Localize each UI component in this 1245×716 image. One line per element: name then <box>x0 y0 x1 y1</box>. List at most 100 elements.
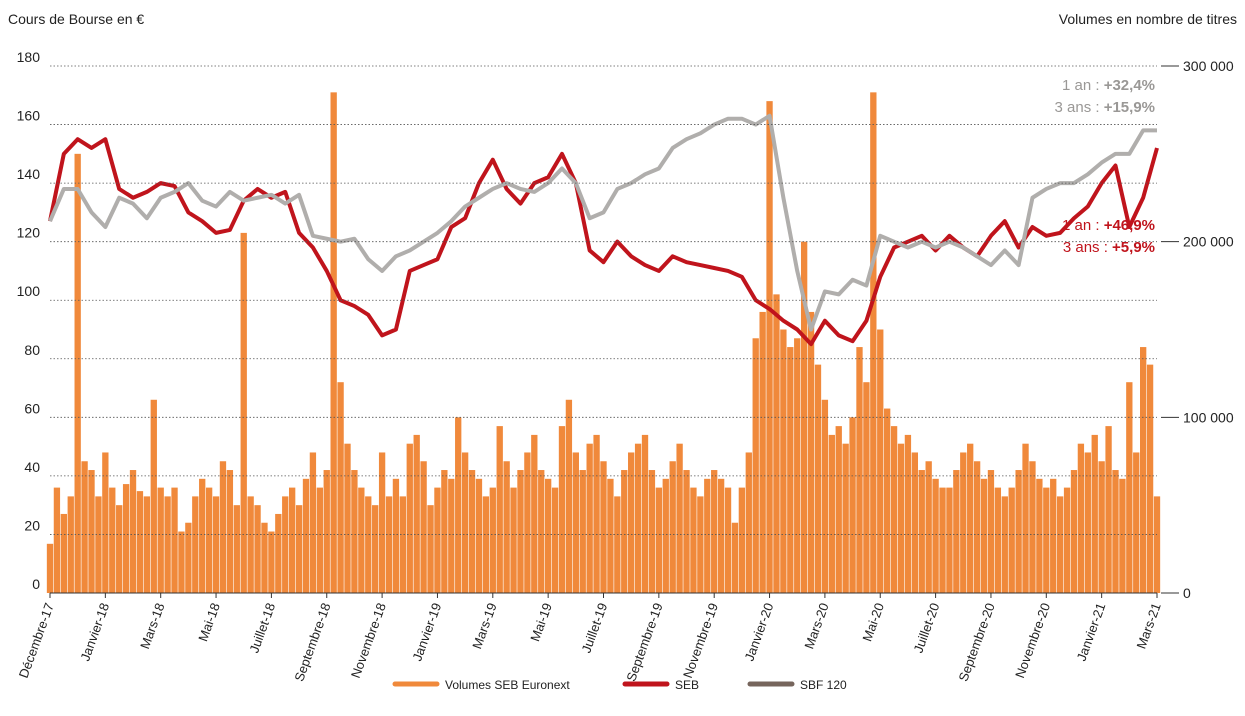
volume-bar <box>918 470 925 593</box>
volume-bar <box>904 434 912 593</box>
volume-bar <box>275 513 282 593</box>
volume-bar <box>53 487 61 593</box>
volume-bar <box>288 487 296 593</box>
volume-bar <box>427 505 434 593</box>
volume-bar <box>441 470 448 593</box>
volume-bar <box>1063 487 1071 593</box>
volume-bar <box>1036 478 1043 593</box>
x-tick-label: Septembre-19 <box>623 601 665 684</box>
volume-bar <box>1001 496 1008 593</box>
volume-bar <box>828 434 835 593</box>
volume-bar <box>157 487 164 593</box>
volume-bar <box>178 531 185 593</box>
volume-bar <box>199 478 206 593</box>
x-tick-label: Novembre-19 <box>680 601 721 680</box>
volume-bar <box>1126 382 1133 593</box>
y2-tick-label: 100 000 <box>1183 409 1234 425</box>
volume-bar <box>600 461 607 593</box>
x-tick-label: Mars-21 <box>1133 601 1163 651</box>
volume-bar <box>448 478 455 593</box>
volume-bar <box>116 505 123 593</box>
y-tick-label: 140 <box>17 166 41 182</box>
volume-bar <box>1056 496 1064 593</box>
volume-bar <box>1133 452 1140 593</box>
volume-bar <box>980 478 988 593</box>
annotation: 3 ans : +5,9% <box>1063 239 1155 256</box>
volume-bar <box>1119 478 1126 593</box>
volume-bar <box>717 478 725 593</box>
y-tick-label: 160 <box>17 108 41 124</box>
volume-bar <box>1022 443 1029 593</box>
volume-bar <box>330 92 337 593</box>
volume-bar <box>358 487 365 593</box>
volume-bar <box>724 487 732 593</box>
volume-bar <box>960 452 967 593</box>
volume-bar <box>579 470 586 593</box>
volume-bar <box>987 470 995 593</box>
volume-bar <box>690 487 697 593</box>
volume-bar <box>268 531 275 593</box>
volume-bar <box>614 496 621 593</box>
volume-bar <box>219 461 227 593</box>
volume-bar <box>787 347 794 593</box>
volume-bar <box>261 522 268 593</box>
x-tick-label: Novembre-20 <box>1012 601 1053 680</box>
annotation: 1 an : +46,9% <box>1062 217 1155 234</box>
y-tick-label: 60 <box>24 400 40 416</box>
x-tick-label: Mai-20 <box>859 601 887 643</box>
volume-bar <box>323 470 330 593</box>
volume-bar <box>1084 452 1091 593</box>
volume-bar <box>81 461 88 593</box>
annotation-value: +15,9% <box>1104 99 1155 116</box>
volume-bar <box>468 470 476 593</box>
volume-bar <box>648 470 656 593</box>
annotation-value: +5,9% <box>1112 239 1155 256</box>
volume-bar <box>538 470 545 593</box>
volume-bar <box>399 496 407 593</box>
volume-bar <box>524 452 531 593</box>
x-tick-label: Janvier-19 <box>409 601 444 663</box>
volume-bar <box>302 478 310 593</box>
volume-bar <box>489 487 496 593</box>
volume-bar <box>434 487 441 593</box>
volume-bar <box>129 470 137 593</box>
x-tick-label: Janvier-18 <box>77 601 112 663</box>
volume-bar <box>607 478 614 593</box>
volume-bar <box>102 452 109 593</box>
lines <box>48 113 1159 347</box>
volume-bar <box>496 426 503 593</box>
bars <box>46 92 1161 594</box>
x-tick-label: Mars-20 <box>801 601 831 651</box>
volume-bar <box>240 232 247 593</box>
volume-bar <box>683 470 690 593</box>
annotation-label: 1 an : <box>1062 77 1104 94</box>
y-tick-label: 180 <box>17 49 41 65</box>
volume-bar <box>890 426 898 593</box>
x-tick-label: Juillet-20 <box>911 601 943 655</box>
volume-bar <box>884 408 891 593</box>
volume-bar <box>378 452 386 593</box>
volume-bar <box>461 452 469 593</box>
volume-bar <box>634 443 642 593</box>
volume-bar <box>60 513 67 593</box>
volume-bar <box>752 338 759 593</box>
volume-bar <box>413 434 420 593</box>
x-tick-label: Septembre-18 <box>291 601 333 684</box>
volume-bar <box>136 491 144 593</box>
volume-bar <box>877 329 884 593</box>
volume-bar <box>475 478 483 593</box>
volume-bar <box>192 496 199 593</box>
volume-bar <box>385 496 393 593</box>
legend-label: SBF 120 <box>800 678 847 692</box>
volume-bar <box>316 487 323 593</box>
y-tick-label: 0 <box>32 576 40 592</box>
volume-bar <box>863 382 870 593</box>
legend-label: SEB <box>675 678 699 692</box>
volume-bar <box>365 496 372 593</box>
volume-bar <box>1098 461 1105 593</box>
volume-bar <box>1015 470 1022 593</box>
volume-bar <box>1029 461 1036 593</box>
x-tick-label: Novembre-18 <box>348 601 389 680</box>
y-tick-label: 100 <box>17 283 41 299</box>
volume-bar <box>1140 347 1147 593</box>
